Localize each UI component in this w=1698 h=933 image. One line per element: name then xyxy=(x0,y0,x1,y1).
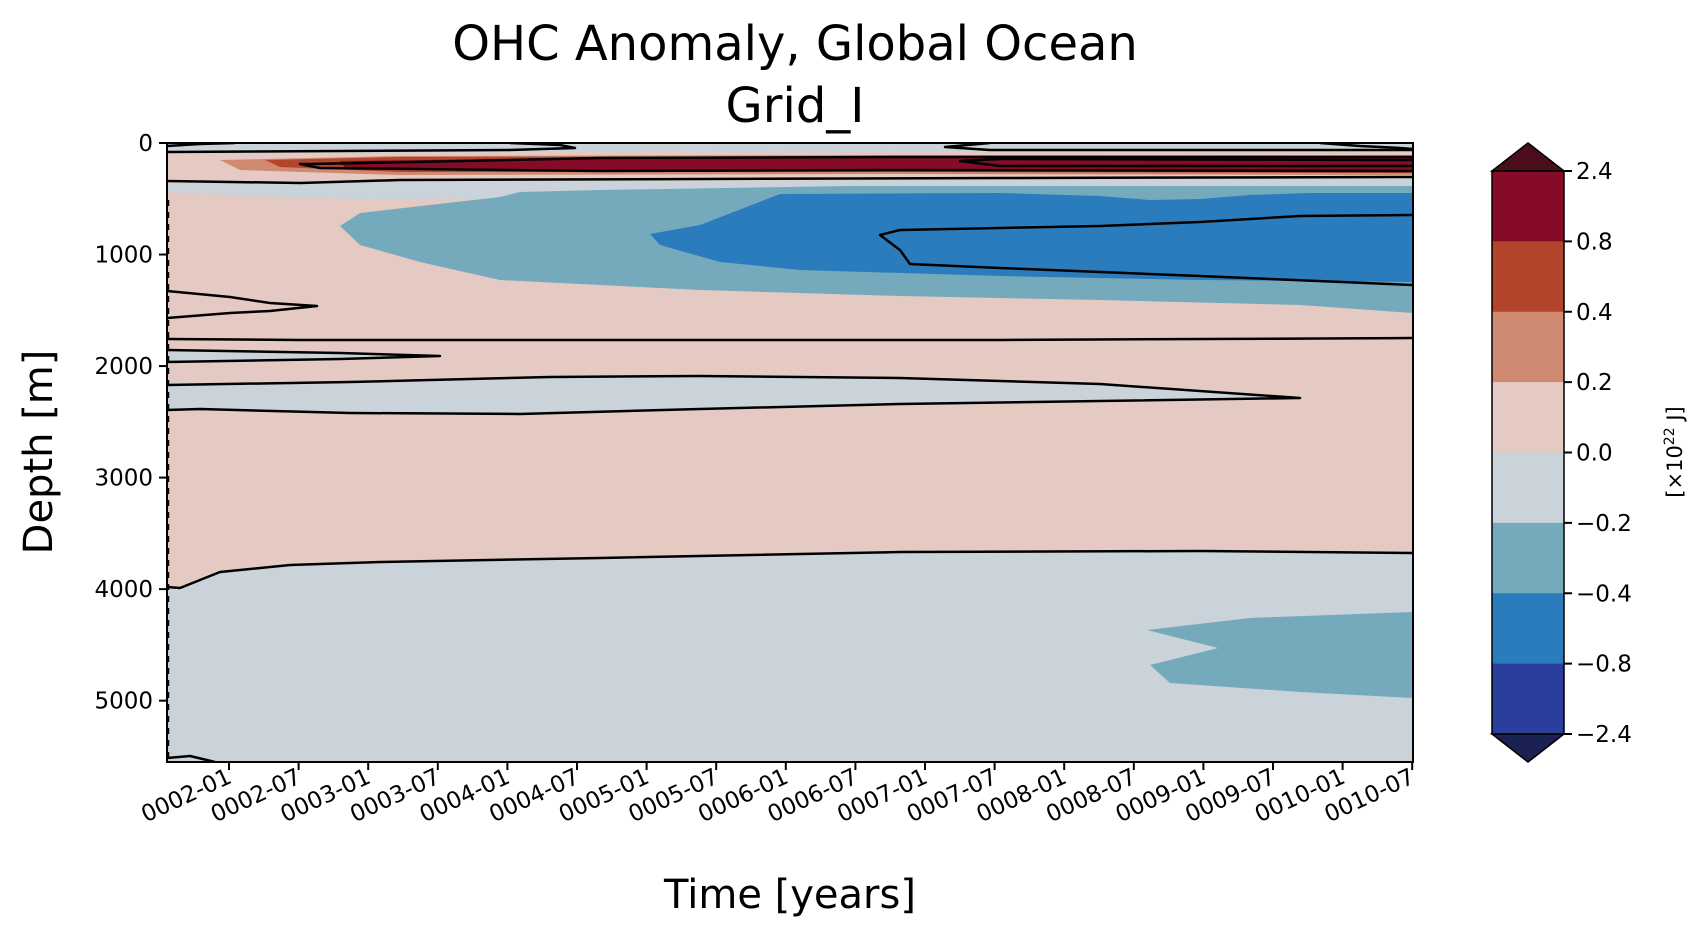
colorbar-tick-label: −0.2 xyxy=(1576,511,1632,537)
chart-subtitle: Grid_I xyxy=(726,78,865,134)
contour-line-warm-core-inner xyxy=(958,157,1413,168)
contour-line-cold-core xyxy=(878,213,1413,287)
contour-field xyxy=(167,143,1413,762)
y-tick-label: 5000 xyxy=(94,689,153,715)
x-axis-ticks: 0002-010002-070003-010003-070004-010004-… xyxy=(137,762,1419,828)
y-tick-label: 2000 xyxy=(94,354,153,380)
colorbar-tick-label: 0.8 xyxy=(1576,229,1613,255)
colorbar-bin xyxy=(1492,452,1564,524)
colorbar-label-suffix: J] xyxy=(1663,406,1687,427)
plot-frame xyxy=(166,142,1414,763)
field-neg-0-0.2-tongue-2300m xyxy=(167,376,1300,414)
y-tick-label: 0 xyxy=(138,131,153,157)
y-axis-label: Depth [m] xyxy=(16,350,62,555)
contour-line-warm-core-outer xyxy=(298,160,1413,173)
colorbar-tick-label: 0.4 xyxy=(1576,300,1613,326)
colorbar-tick-label: −0.4 xyxy=(1576,581,1632,607)
field-neg-0-0.2-tongue-1900m xyxy=(167,351,440,362)
y-tick-label: 4000 xyxy=(94,577,153,603)
contour-line-1900m-tongue xyxy=(167,348,442,364)
colorbar-extend-min xyxy=(1489,733,1567,763)
colorbar-bin xyxy=(1492,171,1564,242)
contour-line-warm-layer-base xyxy=(167,175,1413,185)
contour-line-surface-right xyxy=(943,143,1413,152)
colorbar-label-prefix: [×10 xyxy=(1663,445,1687,498)
field-neg-0.4-0.8-core xyxy=(650,193,1413,282)
y-tick-label: 1000 xyxy=(94,243,153,269)
contour-line-1500m-wedge xyxy=(167,289,319,320)
contour-line-surface-mid xyxy=(167,143,577,154)
contour-line-warm-core-upper xyxy=(414,155,1413,164)
contour-line-bottom-left xyxy=(167,754,216,762)
contour-line-1750m xyxy=(167,336,1413,342)
field-pos-0-0.2-wedge-1500m xyxy=(167,290,317,317)
x-axis-label: Time [years] xyxy=(663,872,916,918)
chart-title: OHC Anomaly, Global Ocean xyxy=(452,16,1138,72)
colorbar-tick-label: 0.2 xyxy=(1576,370,1613,396)
colorbar-label-exp: 22 xyxy=(1662,427,1678,445)
contour-line-2300m-tongue xyxy=(167,374,1302,416)
colorbar: 2.4 0.8 0.4 0.2 0.0 −0.2 −0.4 −0.8 −2.4 xyxy=(1489,142,1632,763)
colorbar-bin xyxy=(1492,522,1564,594)
contour-line-3700m xyxy=(167,549,1413,590)
colorbar-extend-max xyxy=(1489,142,1567,172)
y-axis-ticks: 0 1000 2000 3000 4000 5000 xyxy=(94,131,167,715)
colorbar-bin xyxy=(1492,663,1564,735)
colorbar-bin xyxy=(1492,241,1564,313)
colorbar-tick-label: 2.4 xyxy=(1576,159,1613,185)
colorbar-bin xyxy=(1492,382,1564,453)
colorbar-label: [×1022 J] xyxy=(1662,406,1687,497)
field-neg-0.2-0.4-deep-patch xyxy=(1147,612,1413,698)
colorbar-tick-label: −2.4 xyxy=(1576,722,1632,748)
colorbar-bin xyxy=(1492,593,1564,665)
colorbar-tick-label: −0.8 xyxy=(1576,652,1632,678)
y-tick-label: 3000 xyxy=(94,466,153,492)
colorbar-bin xyxy=(1492,311,1564,383)
colorbar-tick-label: 0.0 xyxy=(1576,441,1613,467)
contour-line-surface-right2 xyxy=(1319,143,1413,151)
